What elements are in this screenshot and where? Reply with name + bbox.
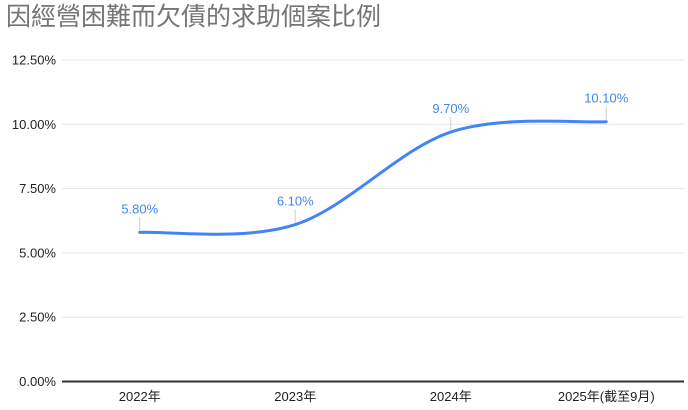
data-point-label: 9.70%: [432, 101, 469, 116]
y-axis-tick-label: 0.00%: [19, 374, 56, 389]
y-axis-tick-label: 12.50%: [12, 53, 57, 68]
chart-title: 因經營困難而欠債的求助個案比例: [6, 3, 382, 31]
y-axis-tick-label: 10.00%: [12, 117, 57, 132]
data-point-label: 10.10%: [584, 91, 629, 106]
x-axis-tick-label: 2025年(截至9月): [558, 389, 655, 404]
y-axis-tick-label: 5.00%: [19, 245, 56, 260]
x-axis-tick-label: 2023年: [274, 389, 316, 404]
data-point-label: 5.80%: [121, 201, 158, 216]
series-line: [138, 119, 608, 236]
x-axis-tick-label: 2024年: [430, 389, 472, 404]
y-axis-tick-label: 7.50%: [19, 181, 56, 196]
y-axis-tick-label: 2.50%: [19, 310, 56, 325]
data-point-label: 6.10%: [277, 194, 314, 209]
x-axis-tick-label: 2022年: [119, 389, 161, 404]
